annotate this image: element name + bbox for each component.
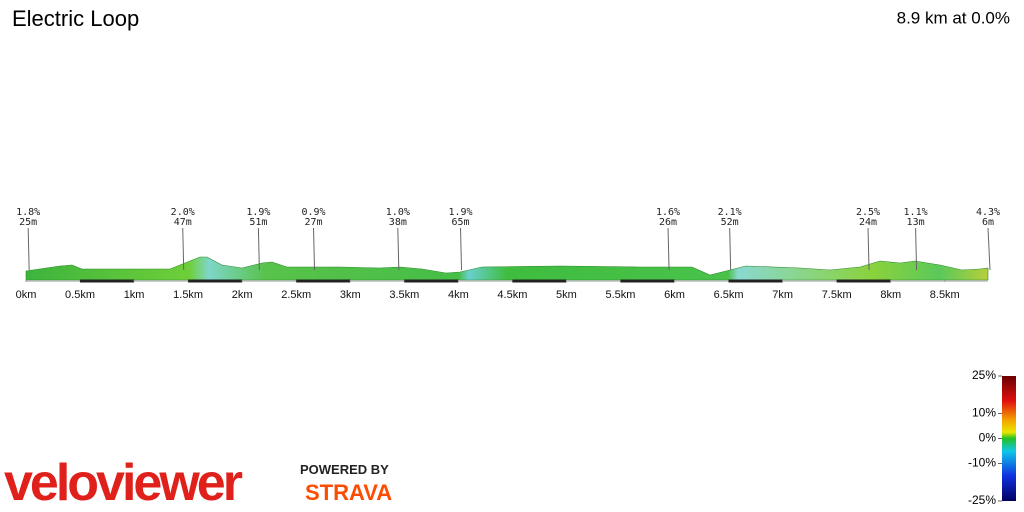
logo-text: veloviewer — [4, 454, 243, 512]
x-tick-label: 2.5km — [281, 289, 311, 301]
x-tick-label: 3.5km — [389, 289, 419, 301]
callout-grade: 1.9% — [448, 207, 472, 218]
callout-grade: 0.9% — [301, 207, 325, 218]
powered-by: POWERED BY — [300, 462, 389, 477]
callout-grade: 1.6% — [656, 207, 680, 218]
x-tick-label: 5km — [556, 289, 577, 301]
summary: 8.9 km at 0.0% — [897, 8, 1010, 27]
x-tick-label: 6km — [664, 289, 685, 301]
callout-length: 24m — [859, 217, 877, 228]
callout-length: 52m — [721, 217, 739, 228]
callout-line — [867, 227, 870, 271]
x-tick-label: 8.5km — [930, 289, 960, 301]
callout-line — [460, 227, 463, 271]
x-tick-label: 1.5km — [173, 289, 203, 301]
callout-line — [397, 227, 400, 271]
x-tick-label: 2km — [232, 289, 253, 301]
x-tick-label: 1km — [124, 289, 145, 301]
callout-grade: 4.3% — [976, 207, 1000, 218]
callout-length: 65m — [451, 217, 469, 228]
x-tick-label: 7km — [772, 289, 793, 301]
x-tick-label: 4.5km — [497, 289, 527, 301]
x-tick-label: 4km — [448, 289, 469, 301]
colorbar — [1002, 376, 1016, 501]
elevation-profile — [25, 256, 989, 281]
callout-line — [729, 227, 732, 271]
colorbar-label: 25% — [972, 368, 996, 382]
callout-grade: 1.1% — [904, 207, 928, 218]
callout-length: 27m — [304, 217, 322, 228]
callout-length: 13m — [907, 217, 925, 228]
x-tick-label: 0km — [16, 289, 37, 301]
x-tick-label: 6.5km — [714, 289, 744, 301]
callout-line — [182, 227, 185, 271]
callout-length: 47m — [174, 217, 192, 228]
colorbar-label: 0% — [979, 431, 997, 445]
callout-grade: 1.9% — [246, 207, 270, 218]
colorbar-label: 10% — [972, 406, 996, 420]
callout-length: 51m — [249, 217, 267, 228]
title: Electric Loop — [12, 6, 139, 31]
callout-line — [313, 227, 316, 271]
x-tick-label: 8km — [880, 289, 901, 301]
callout-line — [667, 227, 670, 271]
callout-grade: 1.8% — [16, 207, 40, 218]
x-tick-label: 0.5km — [65, 289, 95, 301]
x-tick-label: 7.5km — [822, 289, 852, 301]
callout-grade: 1.0% — [386, 207, 410, 218]
colorbar-label: -10% — [968, 456, 996, 470]
callout-grade: 2.1% — [718, 207, 742, 218]
callout-grade: 2.0% — [171, 207, 195, 218]
callout-line — [915, 227, 918, 271]
logo: veloviewer — [4, 454, 243, 512]
callout-length: 26m — [659, 217, 677, 228]
x-tick-label: 5.5km — [606, 289, 636, 301]
callout-grade: 2.5% — [856, 207, 880, 218]
callout-line — [27, 227, 30, 271]
callout-line — [257, 227, 260, 271]
callout-length: 38m — [389, 217, 407, 228]
colorbar-label: -25% — [968, 493, 996, 507]
strava: STRAVA — [305, 480, 392, 505]
callout-length: 6m — [982, 217, 994, 228]
callout-line — [987, 227, 991, 271]
callout-length: 25m — [19, 217, 37, 228]
x-tick-label: 3km — [340, 289, 361, 301]
